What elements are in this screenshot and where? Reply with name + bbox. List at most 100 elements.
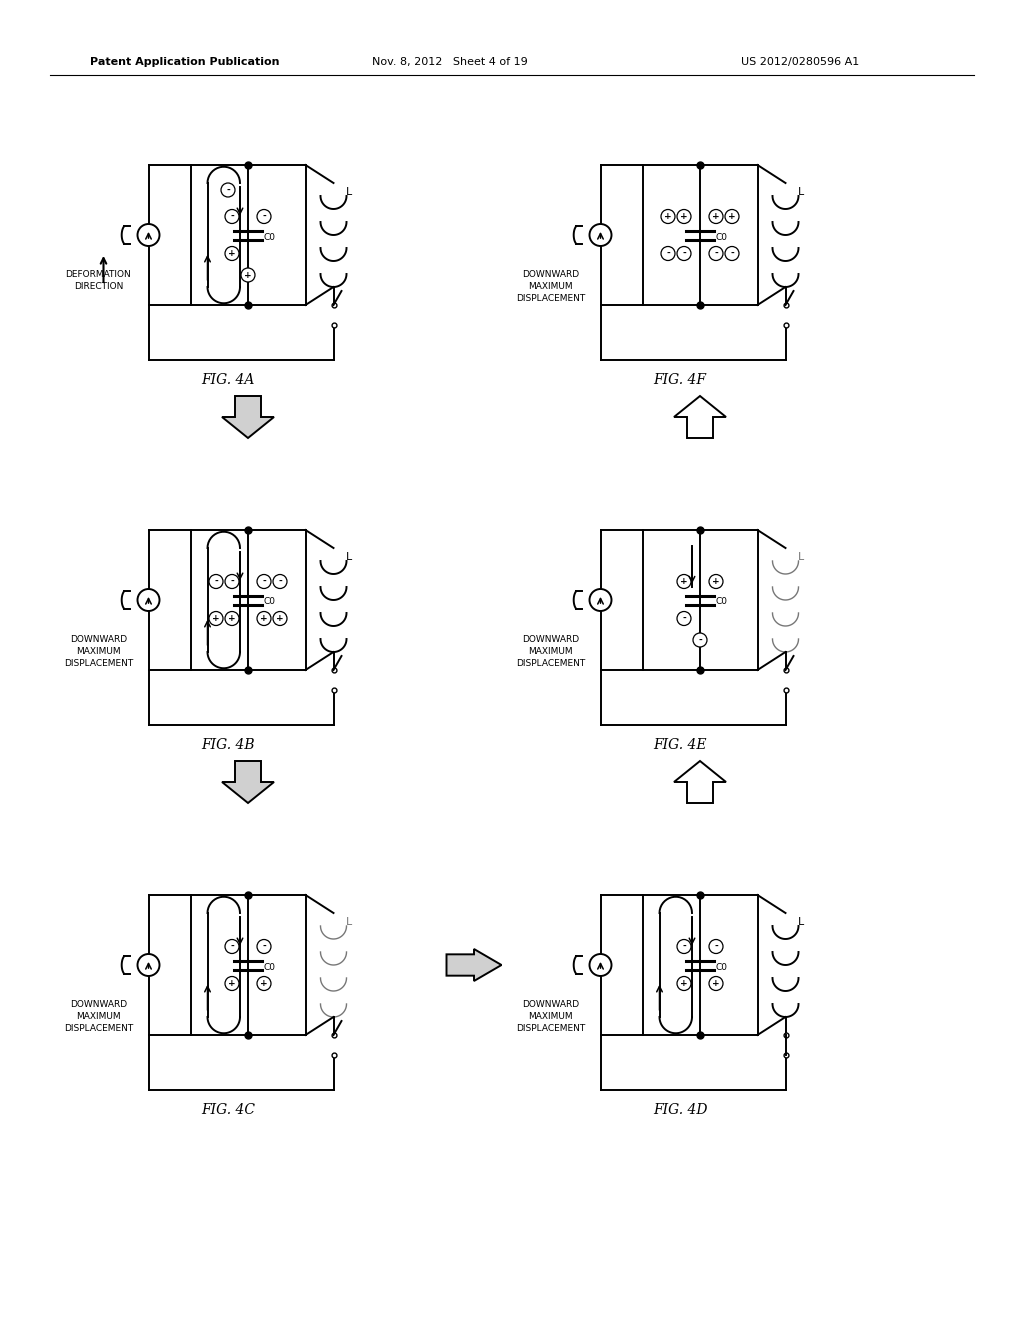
Text: +: + [260,614,268,623]
Text: L: L [345,187,352,197]
Circle shape [662,210,675,223]
Text: +: + [712,213,720,220]
Text: C0: C0 [716,962,728,972]
Text: Nov. 8, 2012   Sheet 4 of 19: Nov. 8, 2012 Sheet 4 of 19 [372,57,528,67]
Circle shape [677,977,691,990]
Circle shape [677,611,691,626]
Text: +: + [228,249,236,257]
Bar [190,165,305,305]
Text: C0: C0 [264,598,276,606]
Text: FIG. 4D: FIG. 4D [652,1104,708,1117]
Text: +: + [212,614,220,623]
Circle shape [257,574,271,589]
Text: +: + [228,979,236,987]
Circle shape [590,589,611,611]
Polygon shape [222,396,274,438]
Circle shape [209,611,223,626]
Text: +: + [712,577,720,586]
Circle shape [709,574,723,589]
Polygon shape [674,762,726,803]
Text: DEFORMATION
DIRECTION: DEFORMATION DIRECTION [66,271,131,290]
Text: DOWNWARD
MAXIMUM
DISPLACEMENT: DOWNWARD MAXIMUM DISPLACEMENT [516,271,585,302]
Text: -: - [667,249,670,257]
Text: C0: C0 [264,962,276,972]
Text: L: L [345,552,352,562]
Circle shape [709,210,723,223]
Circle shape [225,940,239,953]
Circle shape [662,247,675,260]
Text: -: - [230,577,233,586]
Text: -: - [262,213,266,220]
Text: +: + [680,577,688,586]
Text: +: + [728,213,736,220]
Text: -: - [226,186,229,194]
Text: L: L [345,917,352,927]
Text: DOWNWARD
MAXIMUM
DISPLACEMENT: DOWNWARD MAXIMUM DISPLACEMENT [516,1001,585,1032]
Circle shape [257,210,271,223]
Text: -: - [214,577,218,586]
Text: -: - [698,635,701,644]
Circle shape [225,247,239,260]
Text: -: - [682,249,686,257]
Circle shape [725,210,739,223]
Text: -: - [714,249,718,257]
Bar [642,165,758,305]
Text: +: + [680,213,688,220]
Polygon shape [222,762,274,803]
Text: DOWNWARD
MAXIMUM
DISPLACEMENT: DOWNWARD MAXIMUM DISPLACEMENT [63,635,133,668]
Circle shape [725,247,739,260]
Text: -: - [230,213,233,220]
Text: -: - [279,577,282,586]
Text: FIG. 4A: FIG. 4A [202,374,255,387]
Polygon shape [446,949,502,981]
Circle shape [225,210,239,223]
Circle shape [677,210,691,223]
Circle shape [677,940,691,953]
Bar [642,895,758,1035]
Text: FIG. 4F: FIG. 4F [653,374,707,387]
Circle shape [590,224,611,246]
Polygon shape [674,396,726,438]
Bar [642,531,758,671]
Text: FIG. 4E: FIG. 4E [653,738,707,752]
Text: DOWNWARD
MAXIMUM
DISPLACEMENT: DOWNWARD MAXIMUM DISPLACEMENT [63,1001,133,1032]
Text: +: + [260,979,268,987]
Text: -: - [262,942,266,950]
Circle shape [677,247,691,260]
Circle shape [225,574,239,589]
Text: -: - [714,942,718,950]
Circle shape [225,977,239,990]
Circle shape [137,954,160,975]
Text: +: + [665,213,672,220]
Text: Patent Application Publication: Patent Application Publication [90,57,280,67]
Circle shape [677,574,691,589]
Text: US 2012/0280596 A1: US 2012/0280596 A1 [741,57,859,67]
Circle shape [209,574,223,589]
Text: +: + [712,979,720,987]
Text: -: - [682,942,686,950]
Text: +: + [680,979,688,987]
Circle shape [257,611,271,626]
Circle shape [709,977,723,990]
Bar [190,895,305,1035]
Text: +: + [276,614,284,623]
Circle shape [590,954,611,975]
Circle shape [225,611,239,626]
Circle shape [257,977,271,990]
Text: L: L [798,917,804,927]
Circle shape [221,183,234,197]
Circle shape [273,611,287,626]
Text: -: - [730,249,734,257]
Text: C0: C0 [716,598,728,606]
Text: DOWNWARD
MAXIMUM
DISPLACEMENT: DOWNWARD MAXIMUM DISPLACEMENT [516,635,585,668]
Circle shape [137,589,160,611]
Circle shape [693,634,707,647]
Text: FIG. 4B: FIG. 4B [201,738,255,752]
Circle shape [241,268,255,282]
Text: -: - [230,942,233,950]
Circle shape [709,940,723,953]
Text: C0: C0 [264,232,276,242]
Text: -: - [682,614,686,623]
Text: +: + [244,271,252,280]
Text: L: L [798,552,804,562]
